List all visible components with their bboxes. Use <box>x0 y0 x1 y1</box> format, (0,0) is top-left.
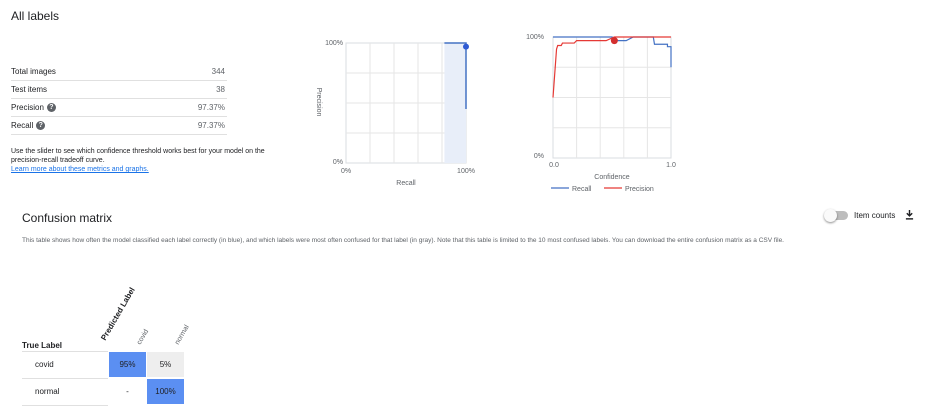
metric-row-recall: Recall ? 97.37% <box>11 117 227 135</box>
metrics-info: Use the slider to see which confidence t… <box>11 147 271 174</box>
metric-row-test-items: Test items 38 <box>11 81 227 99</box>
predicted-label-header: Predicted Label <box>99 285 137 342</box>
cf-y-top-label: 100% <box>526 34 544 41</box>
cf-threshold-marker[interactable] <box>610 37 618 45</box>
metric-value: 344 <box>211 67 225 76</box>
metric-value: 38 <box>216 85 225 94</box>
column-header-covid: covid <box>135 328 151 346</box>
confidence-svg[interactable]: 100% 0% 0.0 1.0 Confidence Recall Precis… <box>520 25 695 200</box>
toggle-knob <box>824 208 837 222</box>
legend-recall-label: Recall <box>572 186 592 193</box>
pr-threshold-marker[interactable] <box>463 43 469 50</box>
cf-grid <box>552 36 672 159</box>
true-label-header: True Label <box>22 341 63 350</box>
matrix-cell[interactable]: 5% <box>147 352 184 377</box>
toggle-label: Item counts <box>854 210 896 220</box>
column-header-normal: normal <box>173 323 191 346</box>
metric-value: 97.37% <box>197 121 225 130</box>
metric-label: Total images <box>11 67 56 76</box>
pr-y-axis-label: Precision <box>315 88 322 117</box>
row-divider <box>22 378 108 379</box>
cf-x-right-label: 1.0 <box>666 162 676 169</box>
metric-row-total-images: Total images 344 <box>11 63 227 81</box>
download-icon[interactable] <box>905 210 914 220</box>
cf-precision-line <box>552 36 671 98</box>
metrics-info-text: Use the slider to see which confidence t… <box>11 148 265 164</box>
metric-label: Recall <box>11 121 34 130</box>
help-icon[interactable]: ? <box>36 121 46 130</box>
pr-x-left-label: 0% <box>341 168 351 175</box>
confusion-matrix-description: This table shows how often the model cla… <box>22 237 784 244</box>
pr-y-bottom-label: 0% <box>333 159 343 166</box>
precision-recall-chart: 100% 0% 0% 100% Recall Precision <box>300 30 500 200</box>
row-divider <box>22 405 108 406</box>
pr-y-top-label: 100% <box>325 40 343 47</box>
row-divider <box>22 351 108 352</box>
confidence-chart: 100% 0% 0.0 1.0 Confidence Recall Precis… <box>520 25 695 205</box>
cf-x-axis-label: Confidence <box>594 174 630 181</box>
row-label-normal: normal <box>35 387 60 396</box>
pr-threshold-band <box>444 43 466 163</box>
pr-x-right-label: 100% <box>457 168 475 175</box>
page-title: All labels <box>11 9 60 23</box>
item-counts-toggle[interactable]: Item counts <box>824 208 914 222</box>
row-label-covid: covid <box>35 360 54 369</box>
confusion-matrix-title: Confusion matrix <box>22 211 113 225</box>
toggle-switch[interactable] <box>824 208 848 222</box>
matrix-cell[interactable]: - <box>109 379 146 404</box>
legend-precision-label: Precision <box>625 186 654 193</box>
metric-label: Test items <box>11 85 48 94</box>
metrics-table: Total images 344 Test items 38 Precision… <box>11 63 227 135</box>
cf-x-left-label: 0.0 <box>549 162 559 169</box>
learn-more-link[interactable]: Learn more about these metrics and graph… <box>11 166 149 173</box>
help-icon[interactable]: ? <box>46 103 56 112</box>
matrix-cell[interactable]: 100% <box>147 379 184 404</box>
metric-row-precision: Precision ? 97.37% <box>11 99 227 117</box>
metric-value: 97.37% <box>197 103 225 112</box>
precision-recall-svg[interactable]: 100% 0% 0% 100% Recall Precision <box>300 30 500 195</box>
metric-label: Precision <box>11 103 44 112</box>
matrix-cell[interactable]: 95% <box>109 352 146 377</box>
cf-y-bottom-label: 0% <box>534 153 544 160</box>
pr-x-axis-label: Recall <box>396 180 416 187</box>
